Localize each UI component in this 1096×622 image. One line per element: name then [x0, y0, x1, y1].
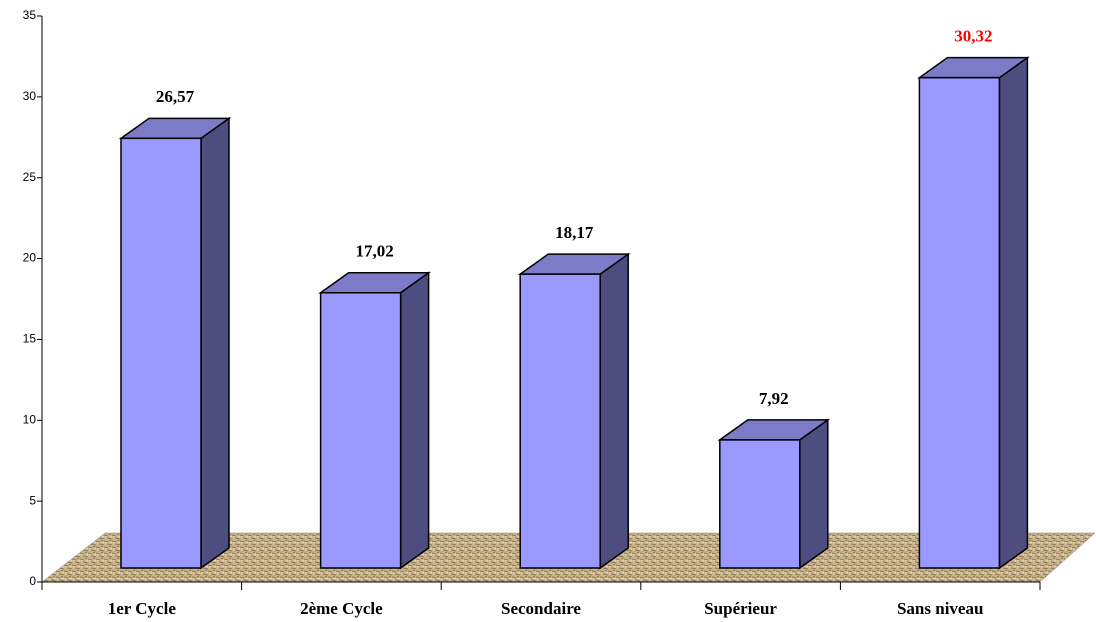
y-tick-label: 35	[23, 8, 37, 22]
bar-side	[599, 252, 629, 570]
x-tick-label: Secondaire	[501, 599, 581, 618]
bar	[517, 252, 631, 570]
bar	[118, 116, 232, 570]
bar-side	[399, 271, 430, 570]
y-tick-label: 0	[29, 574, 36, 588]
x-tick-label: 2ème Cycle	[300, 599, 383, 618]
x-tick-label: Sans niveau	[897, 599, 983, 618]
y-tick-label: 25	[23, 170, 37, 184]
value-label: 18,17	[555, 223, 594, 242]
bar	[917, 56, 1030, 570]
y-tick-label: 20	[23, 251, 37, 265]
y-tick-label: 15	[23, 332, 37, 346]
bar-front	[918, 76, 1001, 569]
value-label: 26,57	[156, 87, 195, 106]
bar	[717, 418, 831, 570]
bar-side	[998, 56, 1029, 570]
bar-front	[319, 292, 402, 569]
bar-front	[519, 273, 601, 569]
bar-side	[799, 418, 829, 570]
bar	[318, 271, 431, 570]
x-tick-label: Supérieur	[704, 599, 777, 618]
value-label: 17,02	[355, 242, 393, 261]
value-label: 30,32	[954, 27, 992, 46]
y-tick-label: 5	[29, 493, 36, 507]
y-tick-label: 10	[23, 412, 37, 426]
bar-front	[719, 439, 801, 569]
y-tick-label: 30	[23, 89, 37, 103]
value-label: 7,92	[759, 389, 789, 408]
bar-side	[200, 116, 230, 570]
x-tick-label: 1er Cycle	[108, 599, 177, 618]
bar-front	[120, 137, 202, 569]
